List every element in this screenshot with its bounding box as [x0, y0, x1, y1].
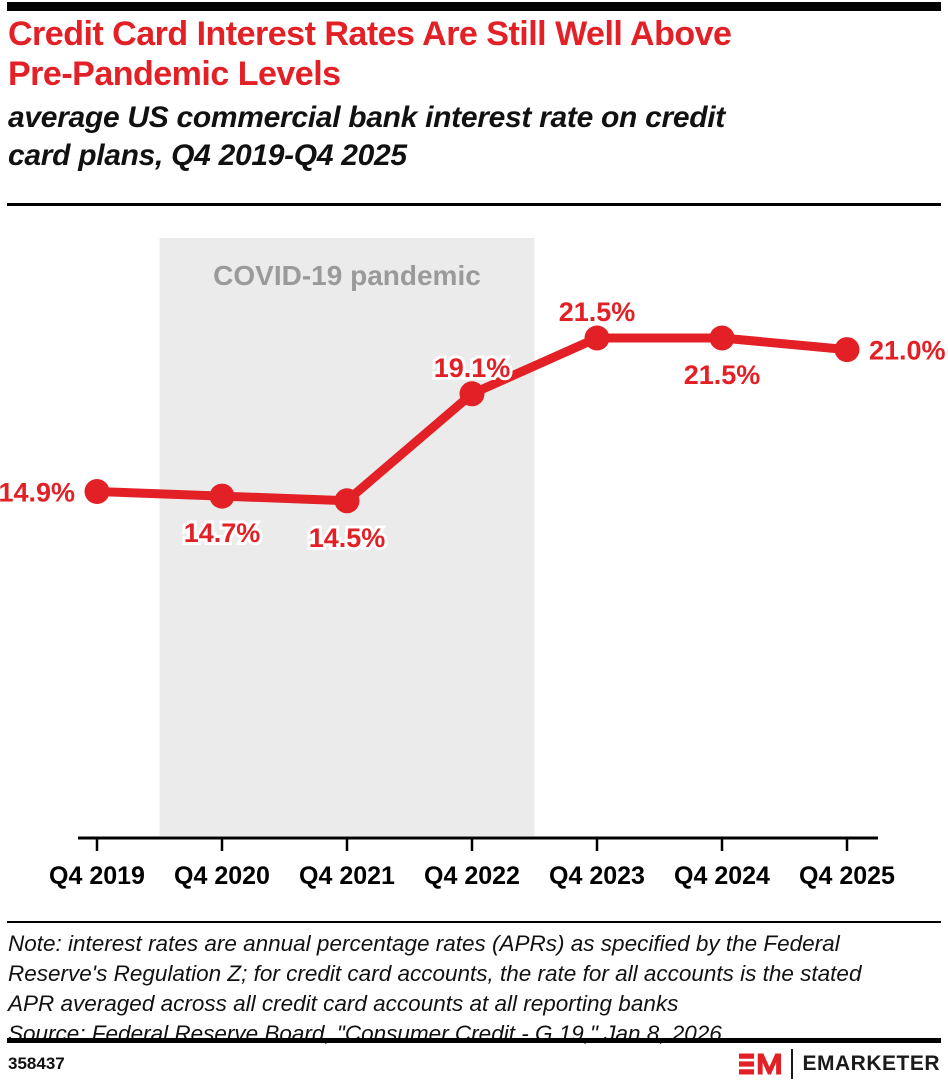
data-label: 19.1% — [434, 353, 511, 383]
data-label: 21.0% — [869, 336, 946, 366]
data-label: 14.9% — [0, 478, 75, 508]
header-divider — [7, 203, 941, 206]
covid-band-label: COVID-19 pandemic — [213, 260, 481, 291]
covid-band — [159, 238, 535, 836]
brand-logo: EMARKETER — [738, 1049, 940, 1079]
footer-divider — [7, 1038, 941, 1043]
page-title: Credit Card Interest Rates Are Still Wel… — [8, 14, 940, 95]
text-line: Reserve's Regulation Z; for credit card … — [8, 960, 862, 986]
source-text: Source: Federal Reserve Board, "Consumer… — [8, 1020, 722, 1046]
data-point — [209, 483, 235, 509]
page-subtitle: average US commercial bank interest rate… — [8, 99, 725, 174]
x-tick-label: Q4 2025 — [799, 862, 895, 890]
line-chart: COVID-19 pandemic 14.9% 14.7% 14.5% 19.1% 21.… — [0, 238, 948, 890]
note-block: Note: interest rates are annual percenta… — [8, 929, 942, 1049]
text-line: Credit Card Interest Rates Are Still Wel… — [8, 15, 732, 53]
data-label: 21.5% — [559, 297, 636, 327]
data-label: 14.5% — [309, 523, 386, 553]
text-line: APR averaged across all credit card acco… — [8, 990, 679, 1016]
data-point — [709, 325, 735, 351]
data-point — [834, 337, 860, 363]
text-line: Pre-Pandemic Levels — [8, 55, 341, 94]
data-point — [84, 479, 110, 504]
brand-divider — [790, 1049, 794, 1079]
text-line: card plans, Q4 2019-Q4 2025 — [8, 138, 407, 172]
data-point — [459, 381, 485, 407]
data-point — [334, 488, 360, 514]
x-tick-label: Q4 2019 — [49, 862, 145, 890]
x-tick-label: Q4 2021 — [299, 862, 395, 890]
emarketer-logo-icon — [738, 1053, 781, 1075]
data-point — [584, 325, 610, 351]
chart-id: 358437 — [8, 1054, 65, 1073]
note-divider — [7, 921, 941, 923]
x-tick-label: Q4 2023 — [549, 862, 645, 890]
brand-name: EMARKETER — [802, 1052, 940, 1075]
x-tick-label: Q4 2020 — [174, 862, 270, 890]
data-label: 14.7% — [184, 518, 261, 548]
note-text: Note: interest rates are annual percenta… — [8, 929, 942, 1019]
x-tick-label: Q4 2022 — [424, 862, 520, 890]
text-line: Note: interest rates are annual percenta… — [8, 931, 840, 956]
text-line: average US commercial bank interest rate… — [8, 101, 725, 134]
data-label: 21.5% — [684, 360, 761, 390]
footer: 358437 EMARKETER — [8, 1047, 940, 1081]
top-accent-bar — [7, 2, 941, 11]
x-tick-label: Q4 2024 — [674, 862, 770, 890]
